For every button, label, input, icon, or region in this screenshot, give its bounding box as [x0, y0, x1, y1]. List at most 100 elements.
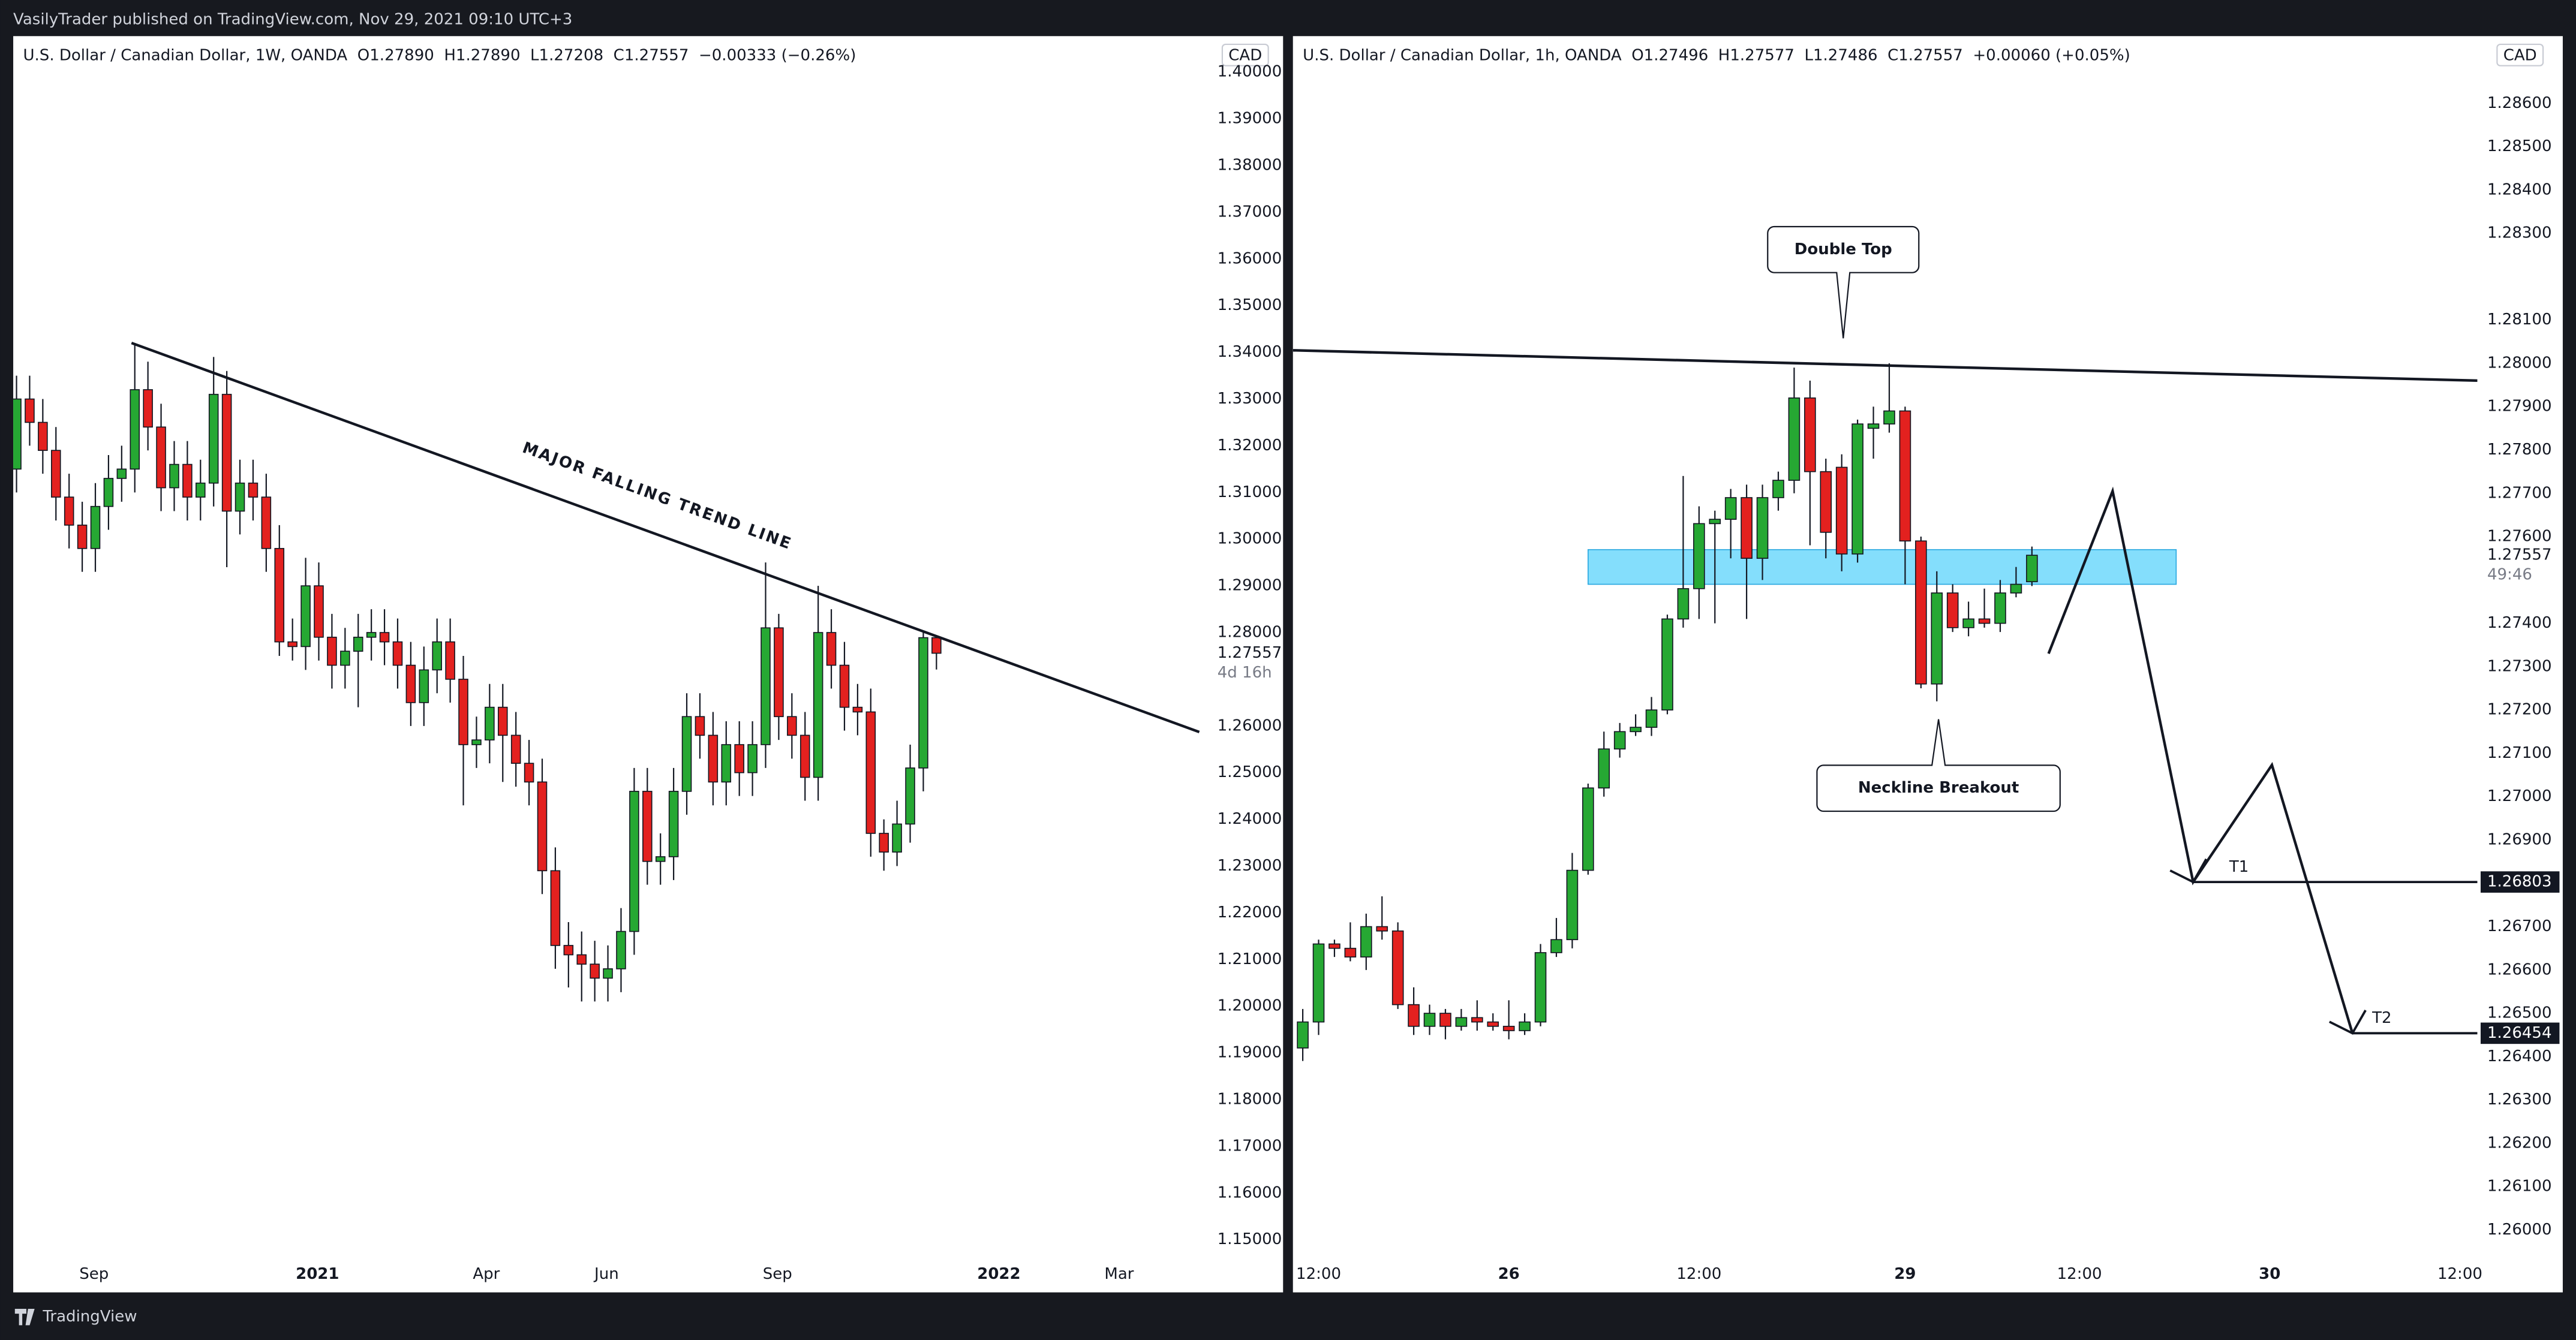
currency: CAD — [1228, 47, 1262, 65]
candle-body — [196, 482, 206, 498]
candle-body — [103, 478, 114, 507]
candle-body — [721, 744, 732, 783]
candle-body — [787, 716, 797, 736]
candle-body — [1598, 748, 1610, 789]
candle-body — [392, 641, 403, 666]
candle-body — [1566, 869, 1579, 941]
candle-body — [1724, 497, 1737, 520]
candle-body — [314, 585, 324, 638]
candle-body — [761, 627, 771, 745]
logo — [14, 1308, 35, 1326]
y-tick-label: 1.26000 — [1218, 716, 1282, 734]
candle-body — [616, 931, 626, 969]
y-tick-label: 1.29000 — [1218, 577, 1282, 595]
y-tick-label: 1.26600 — [2487, 960, 2552, 978]
axes: 1.40000 1.39000 1.38000 1.37000 1.36000 1.350… — [79, 63, 2560, 1283]
y-tick-label: 1.38000 — [1218, 156, 1282, 174]
candle-body — [1677, 588, 1690, 620]
candle-body — [156, 426, 166, 489]
y-tick-label: 1.17000 — [1218, 1137, 1282, 1155]
candle-body — [892, 823, 902, 853]
x-tick-label: 30 — [2259, 1265, 2280, 1283]
candle-body — [642, 791, 653, 862]
y-tick-label: 1.21000 — [1218, 950, 1282, 968]
target-price-box — [2480, 871, 2560, 893]
footer: TradingView — [14, 1308, 137, 1326]
target-price-box — [2480, 1022, 2560, 1044]
x-tick-label: 29 — [1894, 1265, 1916, 1283]
candle-body — [38, 421, 48, 451]
candle-body — [1788, 397, 1801, 481]
y-tick-label: 1.26400 — [2487, 1047, 2552, 1065]
candle-body — [169, 463, 179, 489]
candle-body — [25, 398, 35, 423]
candle-body — [799, 734, 810, 778]
candle-body — [2026, 555, 2038, 583]
candle-body — [1550, 939, 1562, 953]
target-tick — [2329, 1010, 2367, 1035]
y-tick-label: 1.24000 — [1218, 810, 1282, 828]
candle-body — [1423, 1013, 1436, 1027]
candle-body — [1851, 423, 1863, 555]
candle-body — [708, 734, 719, 783]
y-tick-label: 1.23000 — [1218, 857, 1282, 875]
candle-body — [510, 734, 521, 764]
y-tick-label: 1.28400 — [2487, 180, 2552, 198]
y-tick-label: 1.28500 — [2487, 137, 2552, 155]
trend-line — [131, 341, 1200, 734]
callout-box — [1767, 225, 1920, 339]
y-tick-label: 1.26300 — [2487, 1091, 2552, 1109]
x-tick-label: 26 — [1498, 1265, 1520, 1283]
candle-body — [1408, 1004, 1420, 1027]
candle-body — [734, 744, 744, 773]
y-tick-label: 1.32000 — [1218, 436, 1282, 454]
chart-title: U.S. Dollar / Canadian Dollar, 1W, OANDA… — [23, 47, 856, 65]
candle-body — [774, 627, 784, 718]
candle-body — [1899, 410, 1911, 542]
y-tick-label: 1.36000 — [1218, 249, 1282, 267]
currency-box — [1221, 43, 1269, 67]
y-tick-label: 1.37000 — [1218, 203, 1282, 221]
candle-body — [287, 641, 297, 648]
candle-body — [274, 547, 285, 643]
candle-body — [839, 664, 850, 708]
candle-body — [1502, 1025, 1515, 1031]
x-tick-label: Sep — [763, 1265, 792, 1283]
y-tick-label: 1.31000 — [1218, 483, 1282, 501]
candle-body — [563, 945, 574, 956]
candle-body — [1645, 709, 1658, 728]
candle-body — [485, 706, 495, 741]
y-tick-label: 1.28300 — [2487, 224, 2552, 242]
x-tick-label: 12:00 — [1296, 1265, 1341, 1283]
currency: CAD — [2503, 47, 2537, 65]
candle-body — [1297, 1021, 1309, 1049]
x-tick-label: Mar — [1104, 1265, 1134, 1283]
last-price: 1.27557 — [2487, 546, 2552, 564]
candle-body — [1756, 497, 1769, 559]
candle-body — [77, 525, 88, 549]
candle-body — [865, 711, 876, 834]
y-tick-label: 1.26000 — [2487, 1221, 2552, 1239]
target-price: 1.26454 — [2487, 1024, 2552, 1042]
candle-body — [221, 393, 232, 512]
candle-body — [51, 450, 61, 498]
y-tick-label: 1.19000 — [1218, 1044, 1282, 1062]
x-tick-label: 12:00 — [2057, 1265, 2102, 1283]
countdown: 4d 16h — [1218, 664, 1272, 682]
y-tick-label: 1.27200 — [2487, 701, 2552, 719]
candle-body — [537, 781, 548, 872]
candle-body — [918, 637, 928, 769]
candle-body — [353, 636, 363, 652]
candle-body — [826, 632, 837, 666]
y-tick-label: 1.27800 — [2487, 441, 2552, 459]
target-label: T2 — [2371, 1009, 2391, 1027]
y-tick-label: 1.27000 — [2487, 787, 2552, 805]
double-top-callout: Double Top — [1767, 225, 1920, 339]
candle-body — [1344, 947, 1357, 957]
y-tick-label: 1.28600 — [2487, 94, 2552, 112]
candle-body — [116, 468, 127, 479]
candle-body — [813, 632, 823, 778]
candle-body — [1867, 423, 1880, 429]
x-tick-label: 2022 — [977, 1265, 1020, 1283]
